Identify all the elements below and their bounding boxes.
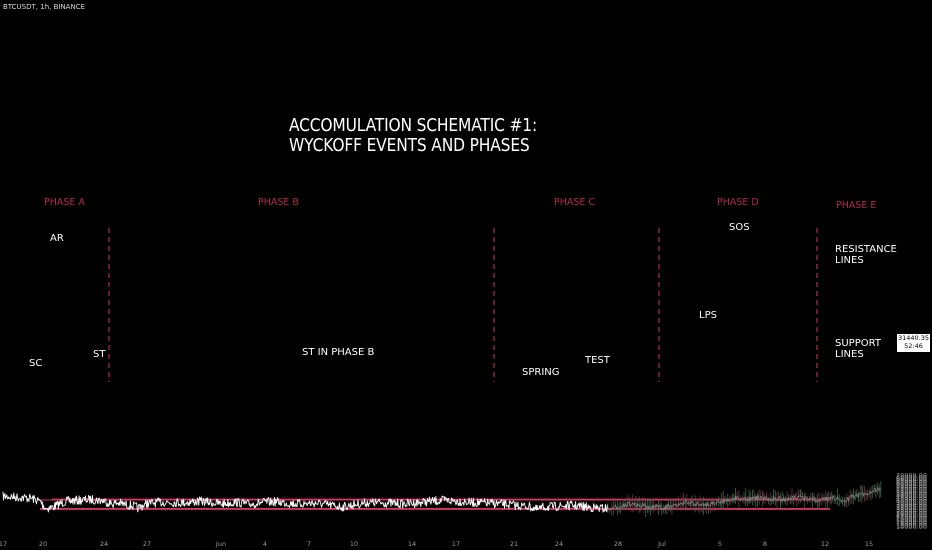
- y-tick-label: 26000.00: [896, 509, 927, 517]
- y-tick-label: 70000.00: [896, 472, 927, 480]
- resistance-label-line-1: RESISTANCE: [835, 244, 897, 255]
- symbol-label: BTCUSDT, 1h, BINANCE: [3, 3, 86, 11]
- x-tick-label: 20: [39, 540, 47, 548]
- x-tick-label: 5: [718, 540, 722, 548]
- actual-price-line: [2, 491, 609, 513]
- x-tick-label: 8: [763, 540, 767, 548]
- y-tick-label: 40000.00: [896, 497, 927, 505]
- y-tick-label: 38000.00: [896, 499, 927, 507]
- x-tick-label: 24: [555, 540, 563, 548]
- event-spring: SPRING: [522, 367, 560, 378]
- projected-path-line: [607, 487, 881, 511]
- y-tick-label: 36000.00: [896, 501, 927, 509]
- y-tick-label: 58000.00: [896, 482, 927, 490]
- y-tick-label: 48000.00: [896, 491, 927, 499]
- resistance-label-line-2: LINES: [835, 255, 864, 266]
- event-sos: SOS: [729, 222, 750, 233]
- y-tick-label: 22000.00: [896, 513, 927, 521]
- y-tick-label: 60000.00: [896, 480, 927, 488]
- phase-c-label: PHASE C: [554, 197, 596, 208]
- x-tick-label: 14: [408, 540, 416, 548]
- x-tick-label: 17: [0, 540, 7, 548]
- y-tick-label: 30000.00: [896, 506, 927, 514]
- event-lps: LPS: [699, 310, 717, 321]
- title-line-1: ACCOMULATION SCHEMATIC #1:: [289, 115, 538, 136]
- support-label-line-1: SUPPORT: [835, 338, 881, 349]
- y-tick-label: 46000.00: [896, 492, 927, 500]
- y-tick-label: 24000.00: [896, 511, 927, 519]
- y-tick-label: 54000.00: [896, 485, 927, 493]
- last-price: 31440.35: [897, 334, 929, 342]
- y-tick-label: 18000.00: [896, 516, 927, 524]
- phase-b-label: PHASE B: [258, 197, 299, 208]
- y-tick-label: 52000.00: [896, 487, 927, 495]
- y-tick-label: 20000.00: [896, 514, 927, 522]
- y-tick-label: 14000.00: [896, 520, 927, 528]
- x-tick-label: 21: [510, 540, 518, 548]
- title-line-2: WYCKOFF EVENTS AND PHASES: [289, 135, 530, 156]
- x-tick-label: 28: [614, 540, 622, 548]
- x-tick-label: 24: [100, 540, 108, 548]
- support-label: SUPPORT LINES: [835, 338, 881, 360]
- y-tick-label: 12000.00: [896, 521, 927, 529]
- x-tick-label: 17: [452, 540, 460, 548]
- resistance-label: RESISTANCE LINES: [835, 244, 897, 266]
- support-label-line-2: LINES: [835, 349, 864, 360]
- event-test: TEST: [585, 355, 610, 366]
- y-tick-label: 44000.00: [896, 494, 927, 502]
- last-price-tag: 31440.35 52:46: [897, 334, 930, 352]
- y-tick-label: 34000.00: [896, 503, 927, 511]
- level-lines: [40, 228, 830, 510]
- x-tick-label: 12: [821, 540, 829, 548]
- y-tick-label: 10000.00: [896, 523, 927, 531]
- last-price-time: 52:46: [904, 342, 923, 350]
- x-tick-label: Jun: [215, 540, 226, 548]
- y-axis: 10000.0012000.0014000.0016000.0018000.00…: [896, 472, 927, 531]
- y-tick-label: 64000.00: [896, 477, 927, 485]
- y-tick-label: 66000.00: [896, 475, 927, 483]
- event-ar: AR: [50, 233, 64, 244]
- event-st-phase-b: ST IN PHASE B: [302, 347, 375, 358]
- phase-d-label: PHASE D: [717, 197, 759, 208]
- x-tick-label: Jul: [657, 540, 666, 548]
- event-st: ST: [93, 349, 106, 360]
- y-tick-label: 28000.00: [896, 508, 927, 516]
- event-sc: SC: [29, 358, 43, 369]
- y-tick-label: 50000.00: [896, 489, 927, 497]
- x-tick-label: 27: [143, 540, 151, 548]
- y-tick-label: 32000.00: [896, 504, 927, 512]
- y-tick-label: 68000.00: [896, 473, 927, 481]
- y-tick-label: 42000.00: [896, 496, 927, 504]
- x-axis: 17 20 24 27 Jun 4 7 10 14 17 21 24 28 Jul 5 8 12 15: [0, 540, 873, 548]
- phase-e-label: PHASE E: [836, 200, 877, 211]
- y-tick-label: 56000.00: [896, 484, 927, 492]
- chart-title: ACCOMULATION SCHEMATIC #1: WYCKOFF EVENT…: [289, 116, 564, 156]
- y-tick-label: 62000.00: [896, 479, 927, 487]
- phase-a-label: PHASE A: [44, 197, 85, 208]
- x-tick-label: 7: [307, 540, 311, 548]
- y-tick-label: 16000.00: [896, 518, 927, 526]
- x-tick-label: 15: [865, 540, 873, 548]
- x-tick-label: 10: [350, 540, 358, 548]
- price-series: [2, 481, 882, 517]
- x-tick-label: 4: [263, 540, 267, 548]
